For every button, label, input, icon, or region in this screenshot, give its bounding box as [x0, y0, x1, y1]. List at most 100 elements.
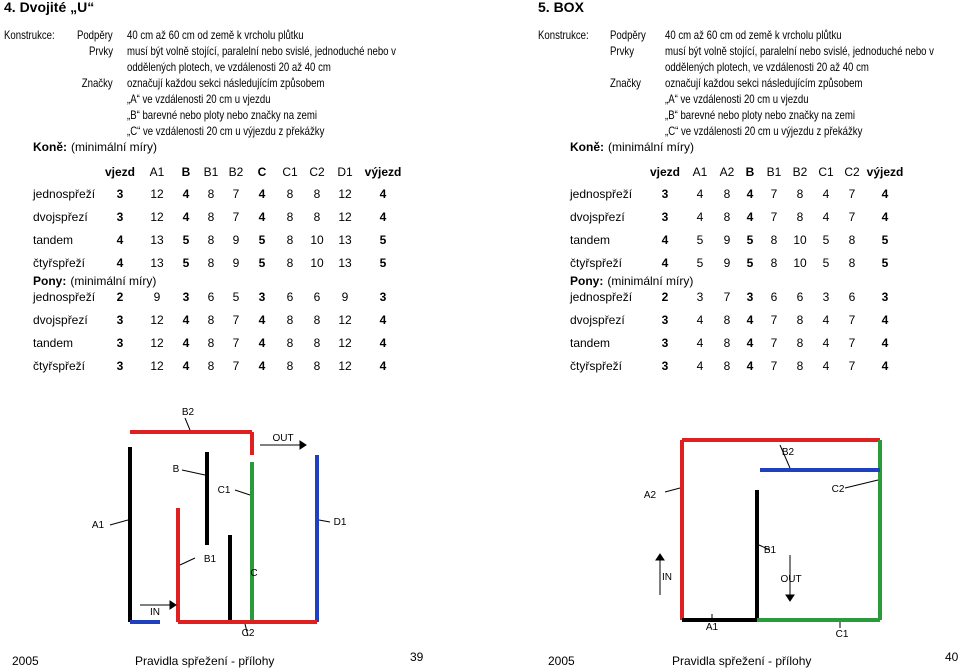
cell: 6: [770, 290, 778, 304]
cell: 7: [848, 336, 856, 350]
cell: 12: [338, 313, 352, 327]
description-line: „B“ barevné nebo ploty nebo značky na ze…: [665, 108, 855, 122]
cell: 7: [848, 313, 856, 327]
diagram-label: C1: [836, 629, 849, 640]
cell: 8: [723, 187, 731, 201]
term: Prvky: [610, 44, 634, 58]
cell: 4: [746, 313, 754, 327]
diagram-label: IN: [150, 607, 160, 618]
row-label: čtyřspřeží: [570, 359, 623, 373]
cell: 8: [207, 359, 215, 373]
diagram-label: A1: [92, 520, 105, 531]
cell: 3: [116, 187, 124, 201]
table-title: Koně:: [570, 140, 604, 154]
construction-label: Konstrukce:: [538, 28, 589, 42]
cell: 4: [696, 313, 704, 327]
cell: 4: [258, 187, 266, 201]
cell: 8: [796, 187, 804, 201]
cell: 8: [207, 210, 215, 224]
table-subtitle: (minimální míry): [608, 140, 694, 154]
term: Podpěry: [77, 28, 113, 42]
cell: 9: [723, 256, 731, 270]
cell: 4: [182, 187, 190, 201]
description-line: 40 cm až 60 cm od země k vrcholu plůtku: [127, 28, 304, 42]
footer-text: Pravidla spřežení - přílohy: [672, 654, 812, 668]
row-label: čtyřspřeží: [33, 359, 86, 373]
cell: 12: [150, 187, 164, 201]
diagram-label: C1: [218, 485, 231, 496]
description-line: „B“ barevné nebo ploty nebo značky na ze…: [127, 108, 317, 122]
cell: 8: [770, 233, 778, 247]
cell: 5: [696, 256, 704, 270]
footer-year: 2005: [548, 654, 575, 668]
cell: 3: [116, 359, 124, 373]
row-label: tandem: [570, 336, 611, 350]
cell: 8: [723, 359, 731, 373]
cell: 4: [379, 359, 387, 373]
cell: 8: [313, 187, 321, 201]
cell: 7: [770, 187, 778, 201]
cell: 4: [379, 210, 387, 224]
column-header: B1: [203, 165, 219, 179]
diagram-label: B: [173, 464, 180, 475]
cell: 3: [182, 290, 190, 304]
cell: 7: [848, 210, 856, 224]
cell: 7: [232, 187, 240, 201]
cell: 3: [661, 187, 669, 201]
cell: 6: [313, 290, 321, 304]
cell: 5: [258, 256, 266, 270]
cell: 3: [258, 290, 266, 304]
cell: 8: [286, 336, 294, 350]
cell: 5: [881, 233, 889, 247]
cell: 5: [881, 256, 889, 270]
cell: 12: [150, 210, 164, 224]
cell: 8: [313, 313, 321, 327]
column-header: D1: [337, 165, 353, 179]
cell: 4: [116, 256, 124, 270]
cell: 12: [338, 210, 352, 224]
column-header: B: [181, 165, 191, 179]
cell: 4: [881, 210, 889, 224]
diagram-label: B1: [204, 554, 217, 565]
cell: 7: [770, 210, 778, 224]
cell: 4: [182, 336, 190, 350]
cell: 3: [661, 336, 669, 350]
cell: 4: [696, 336, 704, 350]
term: Podpěry: [610, 28, 646, 42]
cell: 10: [793, 256, 807, 270]
cell: 2: [661, 290, 669, 304]
cell: 4: [822, 210, 830, 224]
cell: 8: [207, 187, 215, 201]
cell: 4: [881, 313, 889, 327]
cell: 5: [822, 233, 830, 247]
cell: 10: [793, 233, 807, 247]
cell: 3: [116, 210, 124, 224]
cell: 5: [822, 256, 830, 270]
column-header: B: [745, 165, 755, 179]
section-title: 5. BOX: [538, 0, 584, 15]
cell: 12: [150, 313, 164, 327]
diagram-label: B2: [782, 447, 795, 458]
cell: 4: [746, 187, 754, 201]
column-header: A1: [149, 165, 165, 179]
cell: 8: [723, 313, 731, 327]
row-label: tandem: [33, 233, 74, 247]
description-line: označují každou sekci následujícím způso…: [127, 76, 325, 90]
cell: 4: [258, 336, 266, 350]
cell: 4: [696, 210, 704, 224]
cell: 8: [313, 359, 321, 373]
cell: 7: [770, 313, 778, 327]
section-title: 4. Dvojité „U“: [4, 0, 95, 15]
cell: 4: [746, 359, 754, 373]
cell: 3: [661, 359, 669, 373]
diagram-label: OUT: [780, 574, 801, 585]
cell: 4: [746, 336, 754, 350]
footer-text: Pravidla spřežení - přílohy: [135, 654, 275, 668]
cell: 8: [313, 210, 321, 224]
cell: 8: [286, 187, 294, 201]
description-line: musí být volně stojící, paralelní nebo s…: [127, 44, 396, 58]
row-label: tandem: [570, 233, 611, 247]
cell: 4: [661, 233, 669, 247]
cell: 8: [796, 210, 804, 224]
cell: 4: [822, 313, 830, 327]
